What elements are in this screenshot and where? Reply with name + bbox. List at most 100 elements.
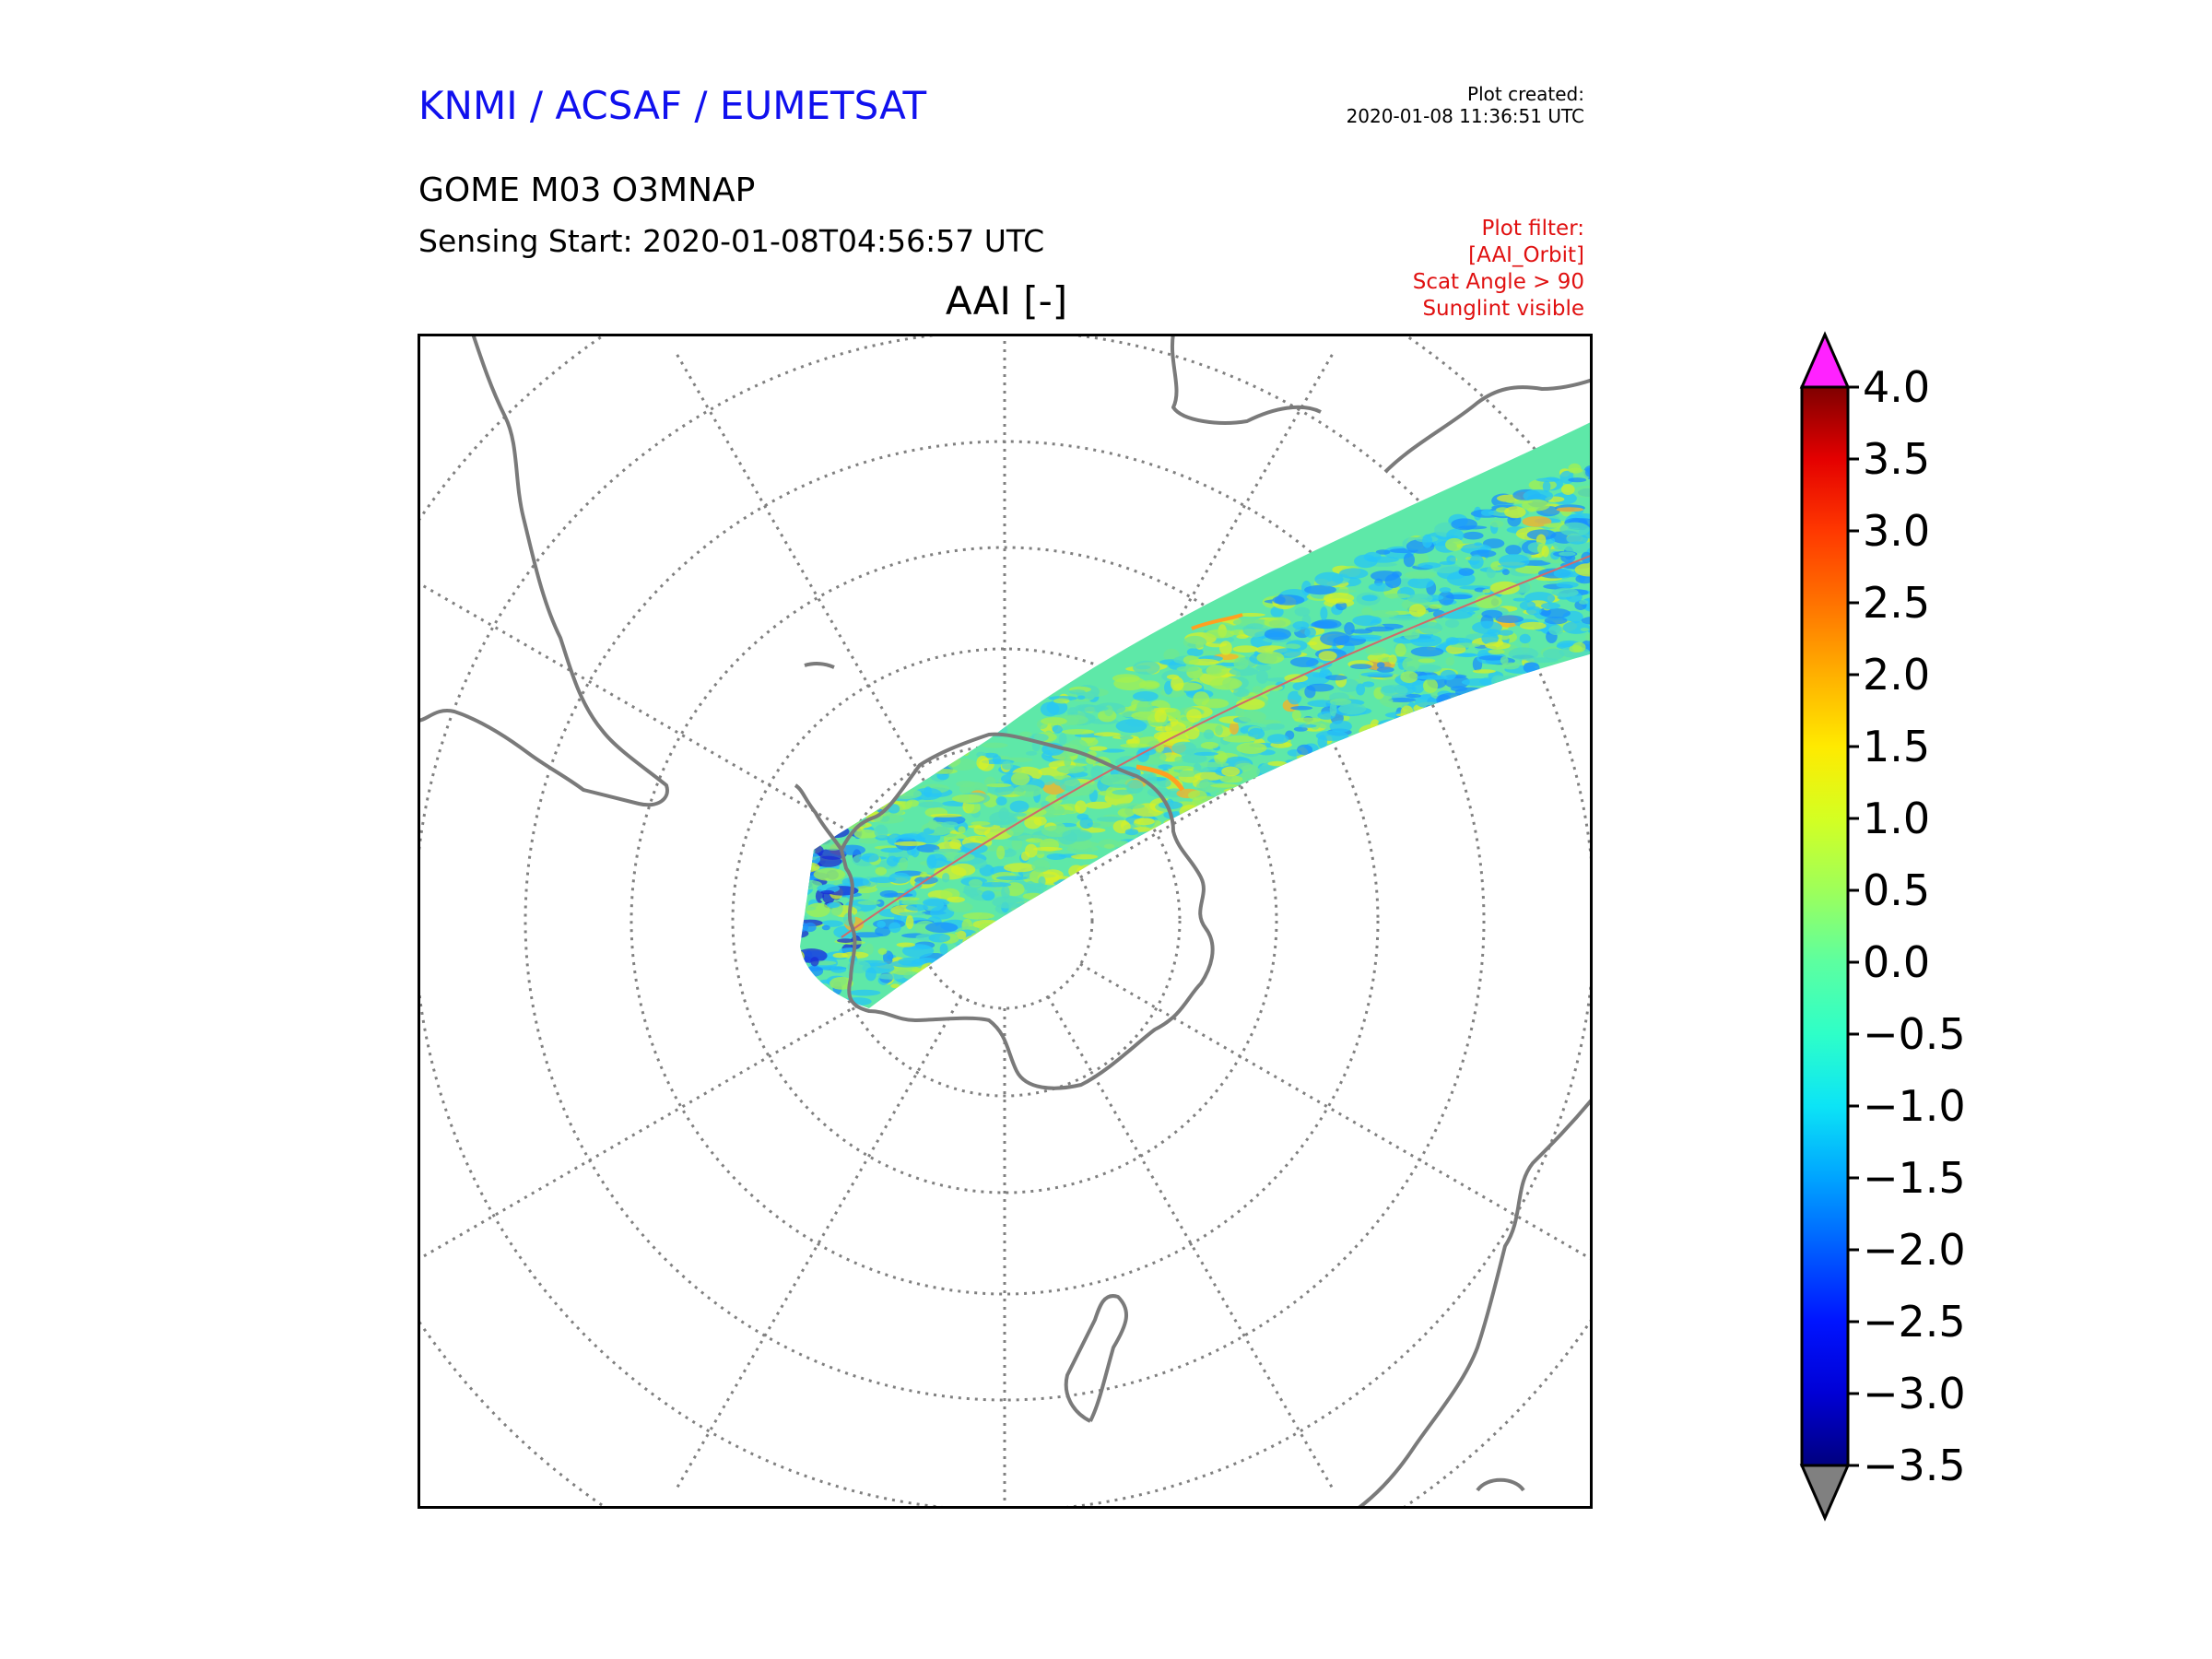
plot-filter-line: Plot filter: xyxy=(1481,217,1584,241)
swath-pixel xyxy=(1209,677,1242,690)
swath-pixel xyxy=(1115,719,1147,734)
swath-pixel xyxy=(951,794,985,804)
colorbar-tick-label: −2.5 xyxy=(1863,1297,1966,1347)
swath-pixel xyxy=(1186,647,1204,657)
swath-pixel xyxy=(1133,691,1159,701)
swath-pixel xyxy=(1236,698,1265,711)
swath-pixel xyxy=(1291,709,1301,721)
swath-pixel xyxy=(1350,629,1373,634)
swath-pixel xyxy=(1563,541,1593,554)
swath-pixel xyxy=(1499,554,1530,569)
swath-pixel xyxy=(1415,694,1438,708)
swath-pixel xyxy=(1337,703,1367,715)
swath-pixel xyxy=(1098,839,1120,849)
swath-pixel xyxy=(1284,643,1301,650)
swath-pixel xyxy=(1290,705,1313,711)
swath-pixel xyxy=(1046,853,1066,860)
swath-pixel xyxy=(1053,698,1070,704)
swath-pixel xyxy=(947,896,965,903)
swath-pixel xyxy=(1376,662,1385,668)
swath-pixel xyxy=(1439,560,1456,565)
swath-pixel xyxy=(1474,542,1483,547)
swath-pixel xyxy=(1171,765,1194,771)
swath-pixel xyxy=(1323,593,1355,604)
swath-pixel xyxy=(978,882,1012,888)
swath-pixel xyxy=(1356,683,1366,696)
swath-pixel xyxy=(1548,625,1564,635)
swath-pixel xyxy=(1318,651,1337,662)
swath-pixel xyxy=(1568,467,1583,474)
swath-pixel xyxy=(1350,664,1372,669)
swath-pixel xyxy=(1335,601,1347,611)
plot-filter-line: Scat Angle > 90 xyxy=(1412,270,1584,294)
swath-pixel xyxy=(1522,499,1550,512)
swath-pixel xyxy=(1264,628,1291,641)
swath-pixel xyxy=(1025,838,1043,843)
swath-pixel xyxy=(1411,679,1425,694)
swath-pixel xyxy=(1369,610,1399,618)
swath-pixel xyxy=(939,943,948,956)
swath-pixel xyxy=(1488,649,1505,655)
swath-pixel xyxy=(1498,629,1513,636)
swath-pixel xyxy=(1077,705,1109,712)
swath-pixel xyxy=(906,799,919,807)
swath-pixel xyxy=(1350,634,1382,640)
swath-pixel xyxy=(1048,809,1075,815)
swath-pixel xyxy=(1571,641,1586,653)
swath-pixel xyxy=(874,824,888,839)
swath-pixel xyxy=(1559,522,1590,536)
swath-pixel xyxy=(1504,506,1526,519)
swath-pixel xyxy=(837,938,854,943)
swath-pixel xyxy=(1100,748,1125,753)
product-name: GOME M03 O3MNAP xyxy=(418,171,756,209)
swath-pixel xyxy=(1210,783,1240,788)
swath-pixel xyxy=(1117,807,1135,818)
swath-pixel xyxy=(905,915,914,930)
colorbar: 4.0 3.5 3.0 2.5 2.0 1.5 1.0 0.5 0.0 −0.5 −1.0 −1.5 −… xyxy=(1799,331,1966,1522)
swath-pixel xyxy=(920,871,928,878)
swath-pixel xyxy=(1304,685,1316,699)
swath-pixel xyxy=(1367,556,1399,563)
swath-pixel xyxy=(1085,801,1112,809)
swath-pixel xyxy=(841,877,870,888)
meridian-line xyxy=(418,962,930,1262)
swath-pixel xyxy=(1158,764,1173,770)
swath-pixel xyxy=(918,801,944,808)
swath-pixel xyxy=(890,983,900,989)
swath-pixel xyxy=(1480,509,1494,516)
latitude-circle xyxy=(629,546,1380,1296)
swath-pixel xyxy=(1489,520,1504,528)
swath-pixel xyxy=(1307,700,1336,707)
new-zealand-coastline xyxy=(1064,1294,1129,1423)
swath-pixel xyxy=(1451,518,1477,531)
plot-title: AAI [-] xyxy=(945,278,1068,324)
swath-pixel xyxy=(1096,816,1124,822)
swath-pixel xyxy=(1112,789,1134,795)
swath-pixel xyxy=(1032,846,1063,852)
africa-coastline xyxy=(1171,334,1322,425)
swath-pixel xyxy=(1288,690,1302,705)
swath-pixel xyxy=(1294,606,1311,617)
swath-pixel xyxy=(1377,656,1395,663)
swath-pixel xyxy=(1416,675,1448,680)
swath-pixel xyxy=(1581,616,1593,625)
swath-pixel xyxy=(1256,719,1281,724)
swath-pixel xyxy=(1018,731,1032,738)
swath-pixel xyxy=(1132,732,1144,737)
swath-pixel xyxy=(1155,725,1172,732)
swath-pixel xyxy=(894,841,926,847)
swath-pixel xyxy=(1394,643,1406,657)
swath-pixel xyxy=(1068,689,1086,695)
swath-pixel xyxy=(1344,622,1355,635)
swath-pixel xyxy=(1236,742,1267,754)
swath-pixel xyxy=(899,912,926,916)
swath-pixel xyxy=(1109,783,1130,788)
swath-pixel xyxy=(923,898,950,907)
swath-pixel xyxy=(1013,784,1043,797)
swath-pixel xyxy=(899,857,908,871)
swath-pixel xyxy=(1362,681,1375,688)
swath-pixel xyxy=(890,960,924,968)
swath-pixel xyxy=(1314,571,1344,587)
swath-pixel xyxy=(852,885,878,894)
swath-pixel xyxy=(941,821,959,828)
